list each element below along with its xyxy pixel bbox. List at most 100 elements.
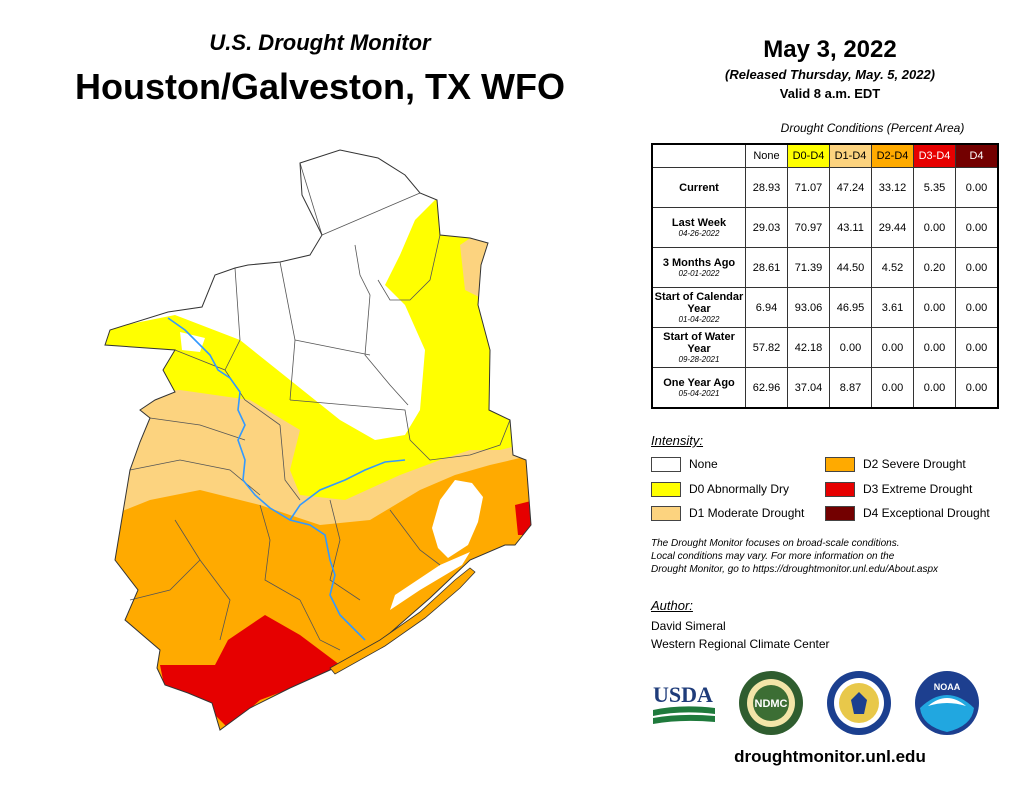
legend-label-d1: D1 Moderate Drought [689, 506, 805, 520]
table-cell: 42.18 [787, 327, 830, 368]
row-label: Start of Calendar Year [654, 290, 744, 315]
disclaimer: The Drought Monitor focuses on broad-sca… [651, 537, 1011, 576]
map-subtitle: U.S. Drought Monitor [209, 30, 431, 55]
region-outline [104, 149, 532, 731]
table-cell: 29.44 [871, 207, 914, 248]
row-date: 04-26-2022 [678, 228, 720, 238]
table-cell: 28.93 [745, 167, 788, 208]
website-link[interactable]: droughtmonitor.unl.edu [734, 747, 926, 766]
table-cell: 0.00 [955, 287, 999, 328]
legend-swatch-d2 [825, 456, 855, 472]
ndmc-logo-text: NDMC [755, 698, 788, 710]
legend-swatch-d1 [651, 505, 681, 521]
table-cell: 28.61 [745, 247, 788, 288]
table-cell: 93.06 [787, 287, 830, 328]
usda-logo-icon: USDA [653, 682, 715, 724]
d3-coast-zone [515, 500, 531, 535]
table-cell: 8.87 [829, 367, 872, 409]
author-heading: Author: [651, 598, 693, 613]
ndmc-logo-icon: NDMC [739, 671, 803, 735]
column-header-d4: D4 [955, 143, 999, 168]
table-cell: 37.04 [787, 367, 830, 409]
row-label: Current [679, 181, 719, 194]
table-cell: 0.00 [955, 327, 999, 368]
legend-label-d0: D0 Abnormally Dry [689, 482, 790, 496]
legend-swatch-d4 [825, 505, 855, 521]
legend-item-d2: D2 Severe Drought [825, 456, 966, 472]
legend-swatch-d0 [651, 481, 681, 497]
row-date: 05-04-2021 [678, 388, 720, 398]
table-row: Start of Calendar Year 01-04-2022 6.94 93.0… [651, 287, 999, 328]
table-cell: 71.39 [787, 247, 830, 288]
map-title: Houston/Galveston, TX WFO [74, 66, 565, 107]
table-cell: 44.50 [829, 247, 872, 288]
table-row: 3 Months Ago 02-01-2022 28.61 71.39 44.50 4.5… [651, 247, 999, 288]
table-cell: 0.00 [955, 367, 999, 409]
table-cell: 47.24 [829, 167, 872, 208]
galveston-island [329, 567, 476, 675]
legend-item-d1: D1 Moderate Drought [651, 505, 804, 521]
row-label: Last Week [671, 216, 727, 229]
table-cell: 43.11 [829, 207, 872, 248]
column-header-d0-d4: D0-D4 [787, 143, 830, 168]
table-cell: 4.52 [871, 247, 914, 288]
legend-item-none: None [651, 456, 718, 472]
legend-label-none: None [689, 457, 718, 471]
table-cell: 70.97 [787, 207, 830, 248]
release-date: (Released Thursday, May. 5, 2022) [724, 67, 936, 82]
table-cell: 0.00 [955, 167, 999, 208]
table-cell: 3.61 [871, 287, 914, 328]
table-cell: 0.00 [955, 247, 999, 288]
legend-label-d2: D2 Severe Drought [863, 457, 966, 471]
table-cell: 0.00 [829, 327, 872, 368]
usda-logo-text: USDA [653, 682, 713, 707]
west-bay [390, 552, 470, 610]
column-header-d3-d4: D3-D4 [913, 143, 956, 168]
row-label: Start of Water Year [663, 330, 735, 355]
legend-item-d3: D3 Extreme Drought [825, 481, 972, 497]
valid-time: Valid 8 a.m. EDT [779, 86, 881, 101]
table-row: Last Week 04-26-2022 29.03 70.97 43.11 29.44 0… [651, 207, 999, 248]
legend-swatch-none [651, 456, 681, 472]
table-cell: 33.12 [871, 167, 914, 208]
legend-label-d3: D3 Extreme Drought [863, 482, 973, 496]
row-label: 3 Months Ago [662, 256, 736, 269]
table-cell: 0.00 [913, 327, 956, 368]
table-cell: 0.00 [955, 207, 999, 248]
legend-item-d4: D4 Exceptional Drought [825, 505, 990, 521]
table-row: Start of Water Year 09-28-2021 57.82 42.18 0… [651, 327, 999, 368]
row-date: 09-28-2021 [678, 354, 720, 364]
commerce-seal-icon [827, 671, 891, 735]
table-cell: 71.07 [787, 167, 830, 208]
rivers [167, 317, 406, 641]
author-organization: Western Regional Climate Center [651, 637, 830, 651]
disclaimer-line: The Drought Monitor focuses on broad-sca… [651, 538, 900, 549]
table-cell: 0.00 [871, 327, 914, 368]
disclaimer-line: Drought Monitor, go to https://droughtmo… [651, 564, 939, 575]
disclaimer-line: Local conditions may vary. For more info… [651, 551, 895, 562]
column-header-none: None [745, 143, 788, 168]
table-cell: 62.96 [745, 367, 788, 409]
column-header-d2-d4: D2-D4 [871, 143, 914, 168]
table-caption: Drought Conditions (Percent Area) [780, 121, 965, 135]
table-cell: 57.82 [745, 327, 788, 368]
row-header: Current [651, 167, 746, 208]
noaa-logo-text: NOAA [934, 682, 961, 692]
county-lines [129, 162, 511, 651]
row-date: 01-04-2022 [678, 314, 720, 324]
row-header: Start of Calendar Year 01-04-2022 [651, 287, 746, 328]
row-header: Last Week 04-26-2022 [651, 207, 746, 248]
row-header: One Year Ago 05-04-2021 [651, 367, 746, 409]
drought-map [104, 149, 532, 731]
table-cell: 0.00 [871, 367, 914, 409]
table-cell: 0.00 [913, 207, 956, 248]
row-header: Start of Water Year 09-28-2021 [651, 327, 746, 368]
table-cell: 46.95 [829, 287, 872, 328]
noaa-logo-icon: NOAA [915, 671, 979, 735]
table-cell: 29.03 [745, 207, 788, 248]
galveston-bay [432, 480, 483, 558]
table-corner [652, 144, 746, 168]
table-row: One Year Ago 05-04-2021 62.96 37.04 8.87 0.00… [651, 367, 999, 409]
table-cell: 0.00 [913, 287, 956, 328]
row-header: 3 Months Ago 02-01-2022 [651, 247, 746, 288]
